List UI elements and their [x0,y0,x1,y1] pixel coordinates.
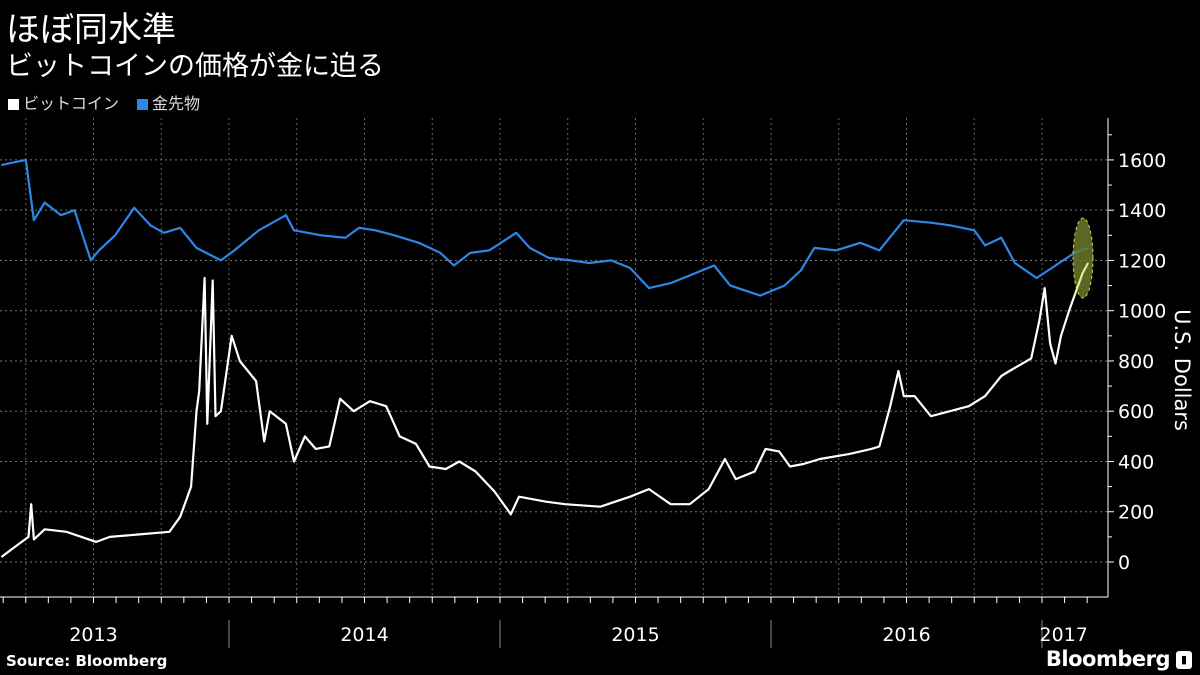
series-line-bitcoin [0,262,1090,558]
y-tick-label: 1200 [1118,250,1166,272]
y-tick-label: 200 [1118,502,1154,524]
chart-title: ほぼ同水準 [6,10,176,50]
y-tick-label: 400 [1118,451,1154,473]
legend-swatch-gold [137,99,149,110]
x-year-label: 2016 [882,624,930,646]
y-tick-label: 1400 [1118,200,1166,222]
highlight-ellipse [1072,217,1094,299]
legend-item-bitcoin: ビットコイン [8,90,119,114]
legend-swatch-bitcoin [8,99,19,110]
highlight-bitcoin-segment [1073,262,1089,296]
source-note: Source: Bloomberg [6,652,168,670]
chart-subtitle: ビットコインの価格が金に迫る [6,51,384,82]
y-tick-label: 1000 [1118,301,1166,323]
y-axis-label: U.S. Dollars [1170,309,1194,431]
x-year-label: 2014 [340,624,388,646]
legend: ビットコイン 金先物 [8,90,200,114]
legend-label-bitcoin: ビットコイン [23,94,120,113]
series-line-gold [1,158,1089,297]
x-year-label: 2013 [69,624,117,646]
legend-item-gold: 金先物 [137,90,200,114]
x-year-label: 2015 [611,624,659,646]
bloomberg-chart-icon: ▮ [1176,651,1192,669]
x-year-label: 2017 [1040,624,1088,646]
legend-label-gold: 金先物 [152,94,201,113]
bloomberg-logo: Bloomberg [1045,647,1171,671]
y-tick-label: 800 [1118,351,1154,373]
y-tick-label: 0 [1118,552,1130,574]
y-tick-label: 1600 [1118,150,1166,172]
y-tick-label: 600 [1118,401,1154,423]
